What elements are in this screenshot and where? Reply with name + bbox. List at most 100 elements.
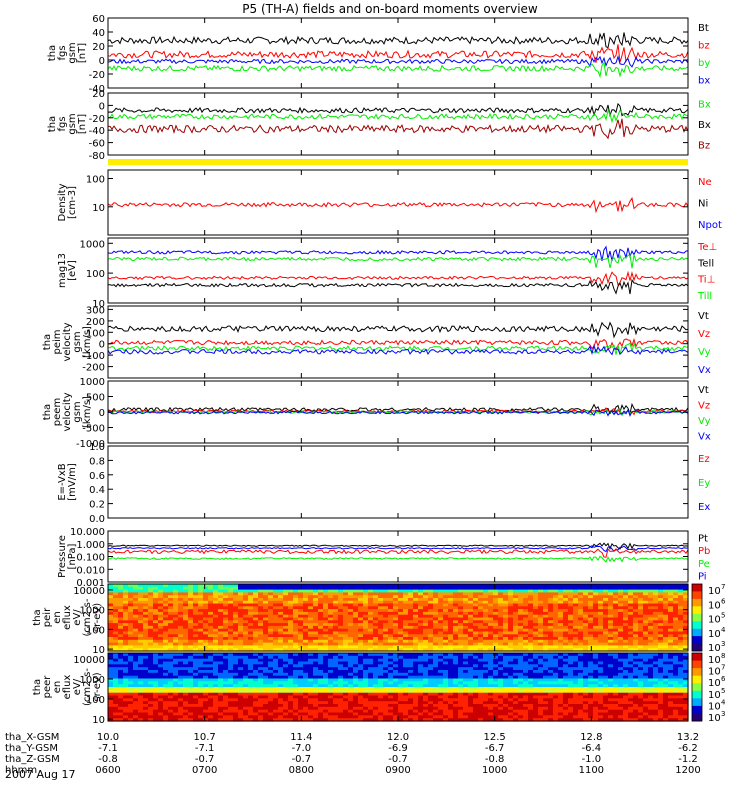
spectrogram-cell (118, 672, 124, 677)
spectrogram-cell (203, 670, 209, 674)
spectrogram-cell (253, 639, 259, 644)
spectrogram-cell (213, 639, 219, 644)
spectrogram-cell (298, 598, 304, 602)
spectrogram-cell (448, 603, 454, 607)
spectrogram-cell (478, 617, 484, 621)
spectrogram-cell (283, 718, 289, 722)
spectrogram-cell (383, 655, 389, 660)
spectrogram-cell (468, 698, 474, 702)
spectrogram-cell (243, 625, 249, 630)
spectrogram-cell (283, 681, 289, 685)
spectrogram-cell (173, 709, 179, 714)
spectrogram-cell (218, 655, 224, 660)
spectrogram-cell (373, 675, 379, 680)
spectrogram-cell (258, 712, 264, 716)
spectrogram-cell (293, 653, 299, 657)
spectrogram-cell (368, 628, 374, 633)
spectrogram-cell (358, 642, 364, 646)
spectrogram-cell (663, 611, 669, 616)
spectrogram-cell (288, 678, 294, 682)
spectrogram-cell (158, 603, 164, 607)
spectrogram-cell (183, 637, 189, 641)
spectrogram-cell (418, 678, 424, 682)
spectrogram-cell (143, 606, 149, 610)
spectrogram-cell (673, 589, 679, 593)
spectrogram-cell (368, 653, 374, 657)
spectrogram-cell (118, 658, 124, 663)
spectrogram-cell (253, 706, 259, 711)
spectrogram-cell (318, 695, 324, 699)
spectrogram-cell (118, 637, 124, 641)
spectrogram-cell (153, 617, 159, 621)
spectrogram-cell (338, 603, 344, 607)
spectrogram-cell (213, 609, 219, 613)
spectrogram-cell (368, 678, 374, 682)
spectrogram-cell (223, 642, 229, 646)
spectrogram-cell (513, 609, 519, 613)
spectrogram-cell (463, 681, 469, 685)
spectrogram-cell (323, 584, 329, 588)
spectrogram-cell (383, 645, 389, 649)
spectrogram-cell (643, 620, 649, 624)
spectrogram-cell (143, 614, 149, 619)
spectrogram-cell (138, 648, 144, 652)
spectrogram-cell (323, 586, 329, 591)
spectrogram-cell (238, 592, 244, 596)
spectrogram-cell (608, 628, 614, 633)
spectrogram-cell (328, 678, 334, 682)
spectrogram-cell (293, 623, 299, 627)
spectrogram-cell (368, 655, 374, 660)
spectrogram-cell (528, 625, 534, 630)
spectrogram-cell (243, 631, 249, 635)
spectrogram-cell (313, 600, 319, 605)
spectrogram-cell (383, 670, 389, 674)
spectrogram-cell (253, 698, 259, 702)
spectrogram-cell (393, 595, 399, 599)
spectrogram-cell (593, 603, 599, 607)
spectrogram-cell (528, 639, 534, 644)
spectrogram-cell (348, 592, 354, 596)
spectrogram-cell (298, 634, 304, 638)
spectrogram-cell (608, 642, 614, 646)
spectrogram-cell (418, 687, 424, 691)
spectrogram-cell (618, 634, 624, 638)
y-axis-label: tha (47, 45, 58, 61)
spectrogram-cell (108, 701, 114, 705)
spectrogram-cell (613, 625, 619, 630)
spectrogram-cell (253, 692, 259, 697)
spectrogram-cell (598, 611, 604, 616)
spectrogram-cell (173, 603, 179, 607)
spectrogram-cell (433, 681, 439, 685)
spectrogram-cell (393, 620, 399, 624)
spectrogram-cell (288, 684, 294, 688)
colorbar-tick-label: 10 (708, 629, 721, 640)
spectrogram-cell (413, 692, 419, 697)
spectrogram-cell (158, 675, 164, 680)
spectrogram-cell (173, 670, 179, 674)
spectrogram-cell (638, 614, 644, 619)
spectrogram-cell (203, 625, 209, 630)
spectrogram-cell (243, 634, 249, 638)
spectrogram-cell (653, 634, 659, 638)
spectrogram-cell (593, 586, 599, 591)
spectrogram-cell (388, 653, 394, 657)
spectrogram-cell (463, 709, 469, 714)
spectrogram-cell (613, 637, 619, 641)
spectrogram-cell (393, 653, 399, 657)
spectrogram-cell (143, 611, 149, 616)
spectrogram-cell (148, 595, 154, 599)
spectrogram-cell (538, 589, 544, 593)
spectrogram-cell (278, 617, 284, 621)
spectrogram-cell (298, 623, 304, 627)
spectrogram-cell (168, 642, 174, 646)
spectrogram-cell (218, 653, 224, 657)
spectrogram-cell (593, 589, 599, 593)
spectrogram-cell (463, 675, 469, 680)
spectrogram-cell (313, 592, 319, 596)
spectrogram-cell (503, 617, 509, 621)
spectrogram-cell (213, 689, 219, 694)
spectrogram-cell (133, 639, 139, 644)
spectrogram-cell (278, 670, 284, 674)
spectrogram-cell (318, 648, 324, 652)
